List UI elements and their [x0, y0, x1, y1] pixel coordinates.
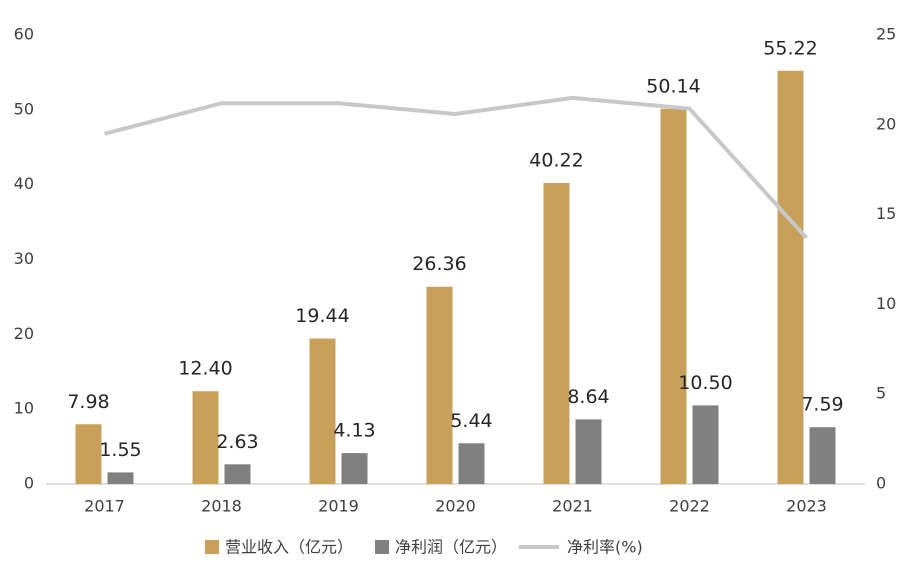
y2-tick-label: 20 [876, 114, 896, 133]
x-tick-label: 2022 [669, 497, 710, 516]
x-tick-label: 2021 [552, 497, 593, 516]
y-tick-label: 50 [14, 99, 34, 118]
bar [192, 391, 219, 484]
x-tick-label: 2023 [786, 497, 827, 516]
bar [543, 183, 570, 485]
bar [75, 424, 102, 484]
y-tick-label: 30 [14, 249, 34, 268]
line [103, 95, 808, 240]
bar [107, 472, 134, 484]
y2-tick-label: 10 [876, 294, 896, 313]
data-label: 2.63 [216, 431, 258, 453]
legend-label: 净利润（亿元） [395, 538, 507, 557]
data-label: 10.50 [678, 372, 732, 394]
data-label: 8.64 [567, 386, 609, 408]
legend-swatch [205, 540, 219, 554]
y2-tick-label: 5 [876, 384, 886, 403]
y-tick-label: 0 [24, 474, 34, 493]
bar [458, 443, 485, 484]
y-tick-label: 60 [14, 25, 34, 44]
data-label: 5.44 [450, 410, 492, 432]
data-label: 40.22 [529, 150, 583, 172]
x-tick-label: 2018 [201, 497, 242, 516]
y-tick-label: 20 [14, 324, 34, 343]
data-label: 1.55 [99, 439, 141, 461]
data-label: 19.44 [295, 305, 349, 327]
data-label: 26.36 [412, 253, 466, 275]
bar [426, 286, 453, 484]
bar [224, 464, 251, 484]
data-label: 55.22 [763, 37, 817, 59]
bar [660, 108, 687, 484]
x-tick-label: 2019 [318, 497, 359, 516]
bar [575, 419, 602, 484]
y-tick-label: 10 [14, 399, 34, 418]
legend-label: 营业收入（亿元） [225, 538, 353, 557]
y2-tick-label: 25 [876, 25, 896, 44]
bar [809, 427, 836, 484]
data-label: 12.40 [178, 358, 232, 380]
y-tick-label: 40 [14, 174, 34, 193]
legend-label: 净利率(%) [567, 538, 643, 557]
bar [692, 405, 719, 484]
bar [341, 453, 368, 484]
data-label: 4.13 [333, 420, 375, 442]
data-label: 7.98 [67, 391, 109, 413]
y2-tick-label: 15 [876, 204, 896, 223]
data-label: 50.14 [646, 75, 700, 97]
bar [777, 70, 804, 485]
y2-tick-label: 0 [876, 474, 886, 493]
x-tick-label: 2017 [84, 497, 125, 516]
data-label: 7.59 [801, 394, 843, 416]
x-tick-label: 2020 [435, 497, 476, 516]
bar [309, 338, 336, 484]
legend-swatch [375, 540, 390, 554]
